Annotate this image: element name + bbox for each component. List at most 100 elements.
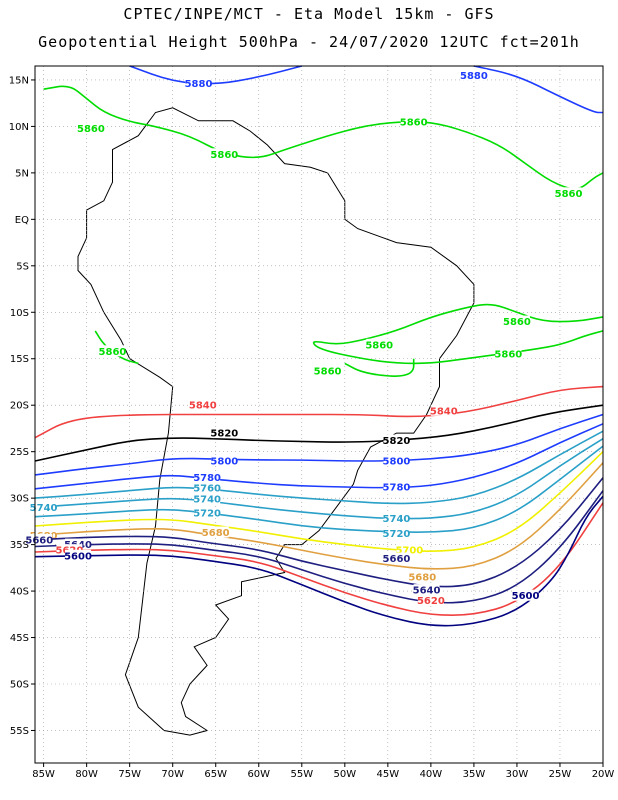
- contour-label-bg: [383, 434, 410, 446]
- contour-label-bg: [383, 527, 410, 539]
- contour-5640: [34, 490, 604, 604]
- contour-label-bg: [314, 364, 341, 376]
- y-tick-label: 50S: [10, 680, 29, 691]
- contour-layer: 5880 5880 5860 5860 5860 5860 5860 5860 5860 5860…: [25, 65, 604, 627]
- x-tick-label: 65W: [204, 769, 227, 780]
- x-tick-label: 85W: [32, 769, 55, 780]
- contour-label-5720: 5720: [383, 529, 411, 540]
- contour-label-5700: 5700: [395, 546, 423, 557]
- y-tick-label: 30S: [10, 494, 29, 505]
- contour-label-bg: [65, 549, 92, 561]
- contour-5680: [34, 462, 604, 570]
- contour-label-bg: [400, 115, 427, 127]
- contour-5800: [34, 413, 604, 476]
- contour-label-bg: [99, 345, 126, 357]
- contour-label-5880: 5880: [185, 79, 213, 90]
- contour-label-5840: 5840: [189, 401, 217, 412]
- contour-label-bg: [366, 338, 393, 350]
- contour-label-bg: [383, 480, 410, 492]
- contour-label-5860: 5860: [555, 189, 583, 200]
- contour-label-bg: [77, 122, 104, 134]
- contour-label-bg: [194, 507, 221, 519]
- contour-label-bg: [211, 148, 238, 160]
- contour-5620: [34, 502, 604, 616]
- contour-label-bg: [383, 552, 410, 564]
- tick-layer: 85W 80W 75W 70W 65W 60W 55W 50W 45W 40W 35W 30W 25W 2…: [9, 75, 615, 780]
- contour-label-5780: 5780: [383, 482, 411, 493]
- contour-label-bg: [202, 526, 229, 538]
- y-tick-label: 35S: [10, 540, 29, 551]
- contour-label-5860: 5860: [365, 340, 393, 351]
- contour-label-5620: 5620: [417, 596, 445, 607]
- contour-label-bg: [185, 77, 212, 89]
- contour-label-bg: [194, 471, 221, 483]
- contour-label-5860: 5860: [503, 317, 531, 328]
- contour-label-5780: 5780: [193, 473, 221, 484]
- contour-5780: [34, 423, 604, 490]
- chart-subtitle: Geopotential Height 500hPa - 24/07/2020 …: [38, 33, 580, 51]
- y-tick-label: 45S: [10, 633, 29, 644]
- contour-label-5840: 5840: [430, 406, 458, 417]
- south-america-outline: [77, 107, 475, 736]
- contour-label-bg: [396, 544, 423, 556]
- contour-label-5860: 5860: [314, 366, 342, 377]
- contour-label-bg: [383, 454, 410, 466]
- contour-label-bg: [194, 493, 221, 505]
- contour-label-5860: 5860: [77, 124, 105, 135]
- contour-label-bg: [189, 399, 216, 411]
- contour-label-5640: 5640: [413, 586, 441, 597]
- contour-5660: [34, 477, 604, 588]
- contour-label-5740: 5740: [30, 503, 58, 514]
- y-tick-label: 10N: [9, 122, 29, 133]
- y-tick-label: 15N: [9, 75, 29, 86]
- contour-label-5680: 5680: [202, 528, 230, 539]
- y-tick-label: 40S: [10, 587, 29, 598]
- contour-label-5860: 5860: [210, 150, 238, 161]
- contour-label-5720: 5720: [193, 509, 221, 520]
- y-tick-label: EQ: [15, 215, 29, 226]
- x-tick-label: 50W: [334, 769, 357, 780]
- x-tick-label: 45W: [377, 769, 400, 780]
- contour-label-5860: 5860: [99, 347, 127, 358]
- contour-label-5600: 5600: [64, 551, 92, 562]
- contour-label-bg: [430, 404, 457, 416]
- contour-label-bg: [194, 481, 221, 493]
- x-tick-label: 20W: [592, 769, 615, 780]
- y-tick-label: 5N: [15, 168, 29, 179]
- contour-label-bg: [417, 594, 444, 606]
- contour-label-5800: 5800: [383, 456, 411, 467]
- y-tick-label: 55S: [10, 726, 29, 737]
- contour-5840: [34, 385, 604, 439]
- contour-5860: [312, 303, 604, 365]
- x-tick-label: 40W: [420, 769, 443, 780]
- contour-5700: [34, 451, 604, 552]
- y-tick-label: 15S: [10, 354, 29, 365]
- contour-5600: [34, 495, 604, 627]
- contour-5860: [344, 358, 415, 377]
- contour-label-5600: 5600: [512, 591, 540, 602]
- x-tick-label: 35W: [463, 769, 486, 780]
- contour-label-5660: 5660: [25, 535, 53, 546]
- contour-label-5820: 5820: [383, 436, 411, 447]
- contour-5880: [473, 65, 603, 114]
- contour-label-bg: [65, 538, 92, 550]
- x-tick-label: 75W: [118, 769, 141, 780]
- contour-label-bg: [460, 69, 487, 81]
- x-tick-label: 70W: [161, 769, 184, 780]
- x-tick-label: 30W: [506, 769, 529, 780]
- y-tick-label: 20S: [10, 401, 29, 412]
- contour-5860: [43, 85, 604, 190]
- contour-label-5800: 5800: [210, 456, 238, 467]
- contour-label-bg: [495, 348, 522, 360]
- contour-label-bg: [383, 512, 410, 524]
- contour-label-5660: 5660: [383, 554, 411, 565]
- contour-label-bg: [56, 544, 83, 556]
- x-tick-label: 25W: [549, 769, 572, 780]
- contour-5820: [34, 404, 604, 462]
- contour-5720: [34, 445, 604, 533]
- contour-label-5880: 5880: [460, 71, 488, 82]
- y-tick-label: 10S: [10, 308, 29, 319]
- x-tick-label: 60W: [247, 769, 270, 780]
- contour-label-bg: [512, 589, 539, 601]
